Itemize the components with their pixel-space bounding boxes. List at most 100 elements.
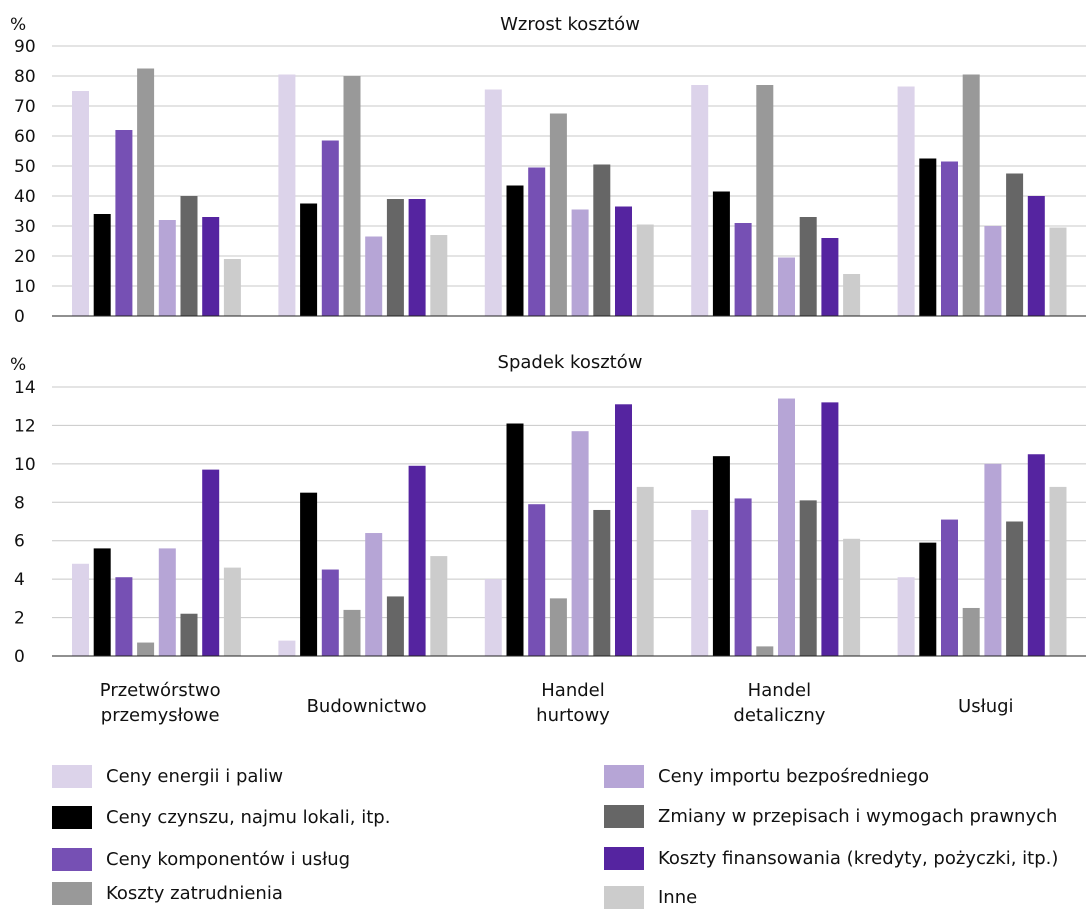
y-axis-unit-label: % xyxy=(10,15,26,35)
legend-item-other: Inne xyxy=(604,884,697,910)
bar xyxy=(430,235,448,316)
bar xyxy=(712,191,730,316)
legend-label: Ceny importu bezpośredniego xyxy=(658,765,930,787)
x-category-label: Handel xyxy=(541,680,604,701)
bar xyxy=(962,74,980,316)
bar xyxy=(506,423,524,656)
bar xyxy=(484,579,502,656)
bar xyxy=(734,223,752,316)
bar xyxy=(137,642,155,656)
legend: Ceny energii i paliw Ceny czynszu, najmu… xyxy=(0,760,1086,910)
y-tick-label: 8 xyxy=(14,493,25,513)
bar xyxy=(778,398,795,656)
bar xyxy=(528,504,546,656)
bar xyxy=(408,199,426,316)
bar xyxy=(180,196,198,316)
y-axis-unit-label: % xyxy=(10,355,26,375)
y-tick-label: 80 xyxy=(14,67,36,87)
bar xyxy=(593,509,611,656)
bar xyxy=(691,85,709,316)
y-tick-label: 20 xyxy=(14,247,36,267)
x-category-label: przemysłowe xyxy=(101,705,220,726)
bar xyxy=(691,509,709,656)
bar xyxy=(821,402,839,656)
x-category-label: Usługi xyxy=(958,696,1014,717)
bar xyxy=(386,199,404,316)
bar xyxy=(484,89,502,316)
bar xyxy=(158,220,176,316)
chart-title: Spadek kosztów xyxy=(498,352,643,373)
y-tick-label: 2 xyxy=(14,609,25,629)
legend-label: Ceny energii i paliw xyxy=(106,765,284,787)
x-category-label: Budownictwo xyxy=(307,696,427,717)
bar xyxy=(115,577,133,656)
y-tick-label: 50 xyxy=(14,157,36,177)
bar xyxy=(821,238,839,316)
bar xyxy=(1006,173,1024,316)
bar xyxy=(158,548,176,656)
legend-swatch xyxy=(604,804,644,828)
y-tick-label: 60 xyxy=(14,127,36,147)
bar xyxy=(615,404,632,656)
bar xyxy=(300,492,318,656)
bar xyxy=(778,257,795,316)
bar xyxy=(180,613,198,656)
bar xyxy=(593,164,611,316)
bar xyxy=(615,206,632,316)
bar xyxy=(1027,454,1045,656)
y-tick-label: 4 xyxy=(14,570,25,590)
legend-item-financing: Koszty finansowania (kredyty, pożyczki, … xyxy=(604,845,1058,871)
bar xyxy=(897,577,915,656)
bar xyxy=(549,113,567,316)
legend-swatch xyxy=(604,846,644,870)
bar xyxy=(919,158,937,316)
legend-label: Inne xyxy=(658,886,698,908)
legend-item-regulations: Zmiany w przepisach i wymogach prawnych xyxy=(604,803,1057,829)
x-category-label: hurtowy xyxy=(536,705,610,726)
y-tick-label: 30 xyxy=(14,217,36,237)
bar xyxy=(843,538,861,656)
bar xyxy=(756,646,774,656)
bar xyxy=(1049,486,1067,656)
x-category-label: detaliczny xyxy=(733,705,825,726)
x-category-label: Przetwórstwo xyxy=(100,680,221,701)
bar xyxy=(430,556,448,656)
y-tick-label: 70 xyxy=(14,97,36,117)
bar xyxy=(799,500,817,656)
bar xyxy=(278,640,296,656)
y-tick-label: 6 xyxy=(14,532,25,552)
bar xyxy=(941,519,958,656)
y-tick-label: 0 xyxy=(14,307,25,327)
bar xyxy=(941,161,958,316)
legend-item-employment: Koszty zatrudnienia xyxy=(52,880,283,906)
legend-swatch xyxy=(52,764,92,788)
bar xyxy=(93,214,111,316)
bar xyxy=(137,68,155,316)
bar xyxy=(984,226,1002,316)
legend-item-components: Ceny komponentów i usług xyxy=(52,846,350,872)
bar xyxy=(571,209,589,316)
legend-label: Ceny komponentów i usług xyxy=(106,848,351,870)
y-tick-label: 14 xyxy=(14,378,36,398)
bar xyxy=(636,486,654,656)
bar xyxy=(571,431,589,656)
legend-label: Koszty finansowania (kredyty, pożyczki, … xyxy=(658,847,1059,869)
bar xyxy=(93,548,111,656)
legend-item-import: Ceny importu bezpośredniego xyxy=(604,763,929,789)
bar xyxy=(962,607,980,656)
bar xyxy=(365,236,383,316)
y-tick-label: 90 xyxy=(14,37,36,57)
bar xyxy=(300,203,318,316)
bar xyxy=(756,85,774,316)
bar xyxy=(984,463,1002,656)
bar xyxy=(549,598,567,656)
y-tick-label: 0 xyxy=(14,647,25,667)
bar xyxy=(365,533,383,656)
bar xyxy=(1049,227,1067,316)
legend-label: Ceny czynszu, najmu lokali, itp. xyxy=(106,806,391,828)
bar xyxy=(223,567,241,656)
bar xyxy=(506,185,524,316)
bar xyxy=(636,224,654,316)
chart-title: Wzrost kosztów xyxy=(500,14,640,35)
bar xyxy=(1027,196,1045,316)
